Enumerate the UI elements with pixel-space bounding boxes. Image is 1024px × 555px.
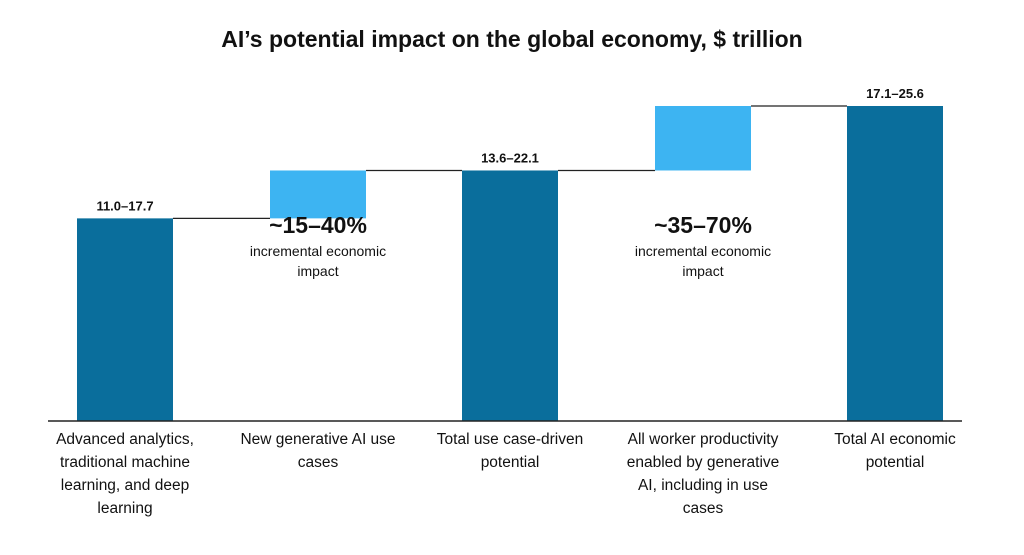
- category-label-5: Total AI economic potential: [834, 431, 956, 471]
- category-label-2: New generative AI use cases: [240, 431, 396, 471]
- value-label-3: 13.6–22.1: [481, 150, 539, 165]
- category-label-4: All worker productivity enabled by gener…: [626, 431, 780, 517]
- bar-4: [655, 106, 751, 171]
- annotation-text: incremental economic impact: [634, 243, 772, 279]
- annotation-percent: ~35–70%: [654, 212, 752, 238]
- value-label-1: 11.0–17.7: [96, 198, 153, 213]
- value-label-5: 17.1–25.6: [866, 86, 924, 101]
- category-label-1: Advanced analytics, traditional machine …: [56, 431, 194, 517]
- chart-title: AI’s potential impact on the global econ…: [221, 26, 803, 52]
- bar-1: [77, 218, 173, 421]
- connectors-group: [173, 105, 847, 220]
- bars-group: [77, 106, 943, 421]
- annotation-text: incremental economic impact: [249, 243, 387, 279]
- value-labels-group: 11.0–17.7 13.6–22.1 17.1–25.6: [96, 86, 923, 213]
- annotation-percent: ~15–40%: [269, 212, 367, 238]
- bar-3: [462, 170, 558, 421]
- annotation-2: ~35–70% incremental economic impact: [603, 211, 803, 281]
- annotation-1: ~15–40% incremental economic impact: [218, 211, 418, 281]
- bar-2: [270, 170, 366, 219]
- bar-5: [847, 106, 943, 421]
- category-label-3: Total use case-driven potential: [436, 431, 584, 471]
